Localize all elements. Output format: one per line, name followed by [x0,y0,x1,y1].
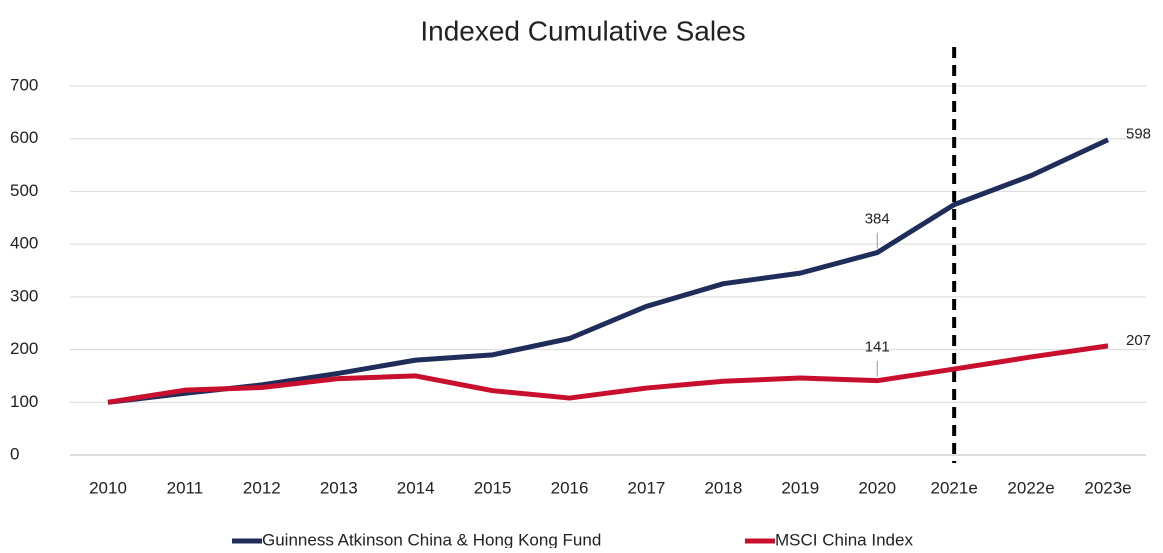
x-tick-label: 2019 [781,478,819,497]
x-tick-label: 2018 [704,478,742,497]
y-tick-label: 100 [10,392,38,411]
data-label: 141 [865,339,890,356]
data-label: 384 [865,211,890,228]
chart-title: Indexed Cumulative Sales [420,15,745,46]
x-tick-label: 2023e [1084,478,1131,497]
x-tick-label: 2015 [474,478,512,497]
x-tick-label: 2021e [931,478,978,497]
x-tick-label: 2010 [89,478,127,497]
data-label: 598 [1126,126,1151,143]
x-tick-label: 2020 [858,478,896,497]
x-tick-label: 2011 [167,478,204,497]
x-tick-label: 2013 [320,478,358,497]
y-tick-label: 300 [10,286,38,305]
legend-label: Guinness Atkinson China & Hong Kong Fund [262,530,601,548]
legend-label: MSCI China Index [775,530,913,548]
series-line [107,343,1109,405]
x-tick-label: 2022e [1007,478,1054,497]
y-tick-label: 200 [10,339,38,358]
data-label: 207 [1126,332,1151,349]
x-tick-label: 2012 [243,478,281,497]
y-tick-label: 400 [10,234,38,253]
series-line [107,137,1110,405]
y-tick-label: 600 [10,128,38,147]
y-tick-label: 700 [10,75,38,94]
x-tick-label: 2016 [551,478,589,497]
y-tick-label: 500 [10,181,38,200]
x-tick-label: 2014 [397,478,435,497]
x-tick-label: 2017 [628,478,666,497]
y-tick-label: 0 [10,444,19,463]
